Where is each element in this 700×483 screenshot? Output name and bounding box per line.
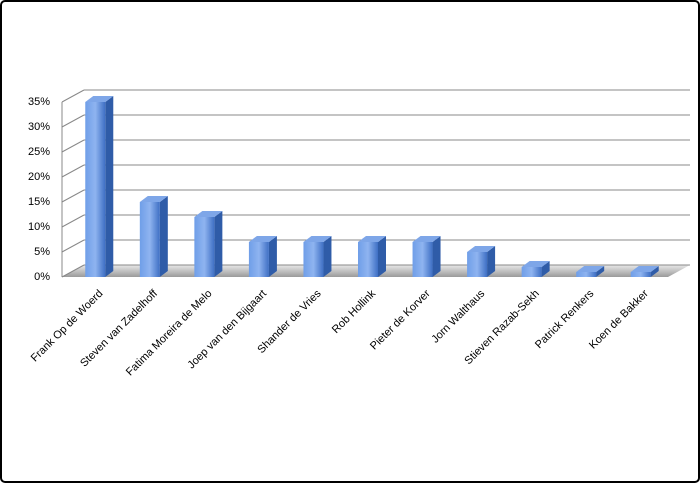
bar-top xyxy=(576,266,605,272)
y-tick-label: 30% xyxy=(28,121,50,133)
y-tick-label: 10% xyxy=(28,221,50,233)
bar xyxy=(303,242,324,277)
bar-side xyxy=(650,266,659,277)
bar-side xyxy=(378,236,386,277)
bar-side xyxy=(105,96,114,277)
bar xyxy=(248,242,269,277)
bar-side xyxy=(596,266,605,277)
grid-line xyxy=(61,139,85,153)
y-tick-label: 25% xyxy=(28,146,50,158)
bar-top xyxy=(248,236,277,242)
grid-line xyxy=(61,89,85,103)
y-tick-label: 20% xyxy=(28,171,50,183)
bar-top xyxy=(85,96,114,102)
bar xyxy=(412,242,433,277)
y-tick-label: 15% xyxy=(28,196,50,208)
grid-line xyxy=(61,114,85,128)
bar xyxy=(630,272,651,277)
grid-line xyxy=(61,164,85,178)
grid-line xyxy=(61,264,85,278)
bar-top xyxy=(303,236,332,242)
bar-side xyxy=(268,236,277,277)
bar xyxy=(467,252,488,277)
bar xyxy=(576,272,597,277)
y-tick-label: 0% xyxy=(34,271,50,283)
bar-top xyxy=(358,236,386,242)
bar-side xyxy=(159,196,168,277)
bar-side xyxy=(487,246,496,277)
bar-top xyxy=(521,261,550,267)
bar xyxy=(194,217,215,277)
bar-top xyxy=(139,196,168,202)
bar-top xyxy=(194,211,223,217)
bar-side xyxy=(541,261,550,277)
bar-top xyxy=(467,246,496,252)
bar xyxy=(521,267,542,277)
bar xyxy=(139,202,160,277)
y-tick-label: 5% xyxy=(34,246,50,258)
bar xyxy=(358,242,378,277)
grid-line xyxy=(61,239,85,253)
y-tick-label: 35% xyxy=(28,96,50,108)
grid-line xyxy=(61,189,85,203)
grid-line xyxy=(61,214,85,228)
bar-top xyxy=(630,266,659,272)
bar-top xyxy=(412,236,441,242)
bar-side xyxy=(323,236,332,277)
bar xyxy=(85,102,106,277)
bar-side xyxy=(432,236,441,277)
bar-side xyxy=(214,211,223,277)
